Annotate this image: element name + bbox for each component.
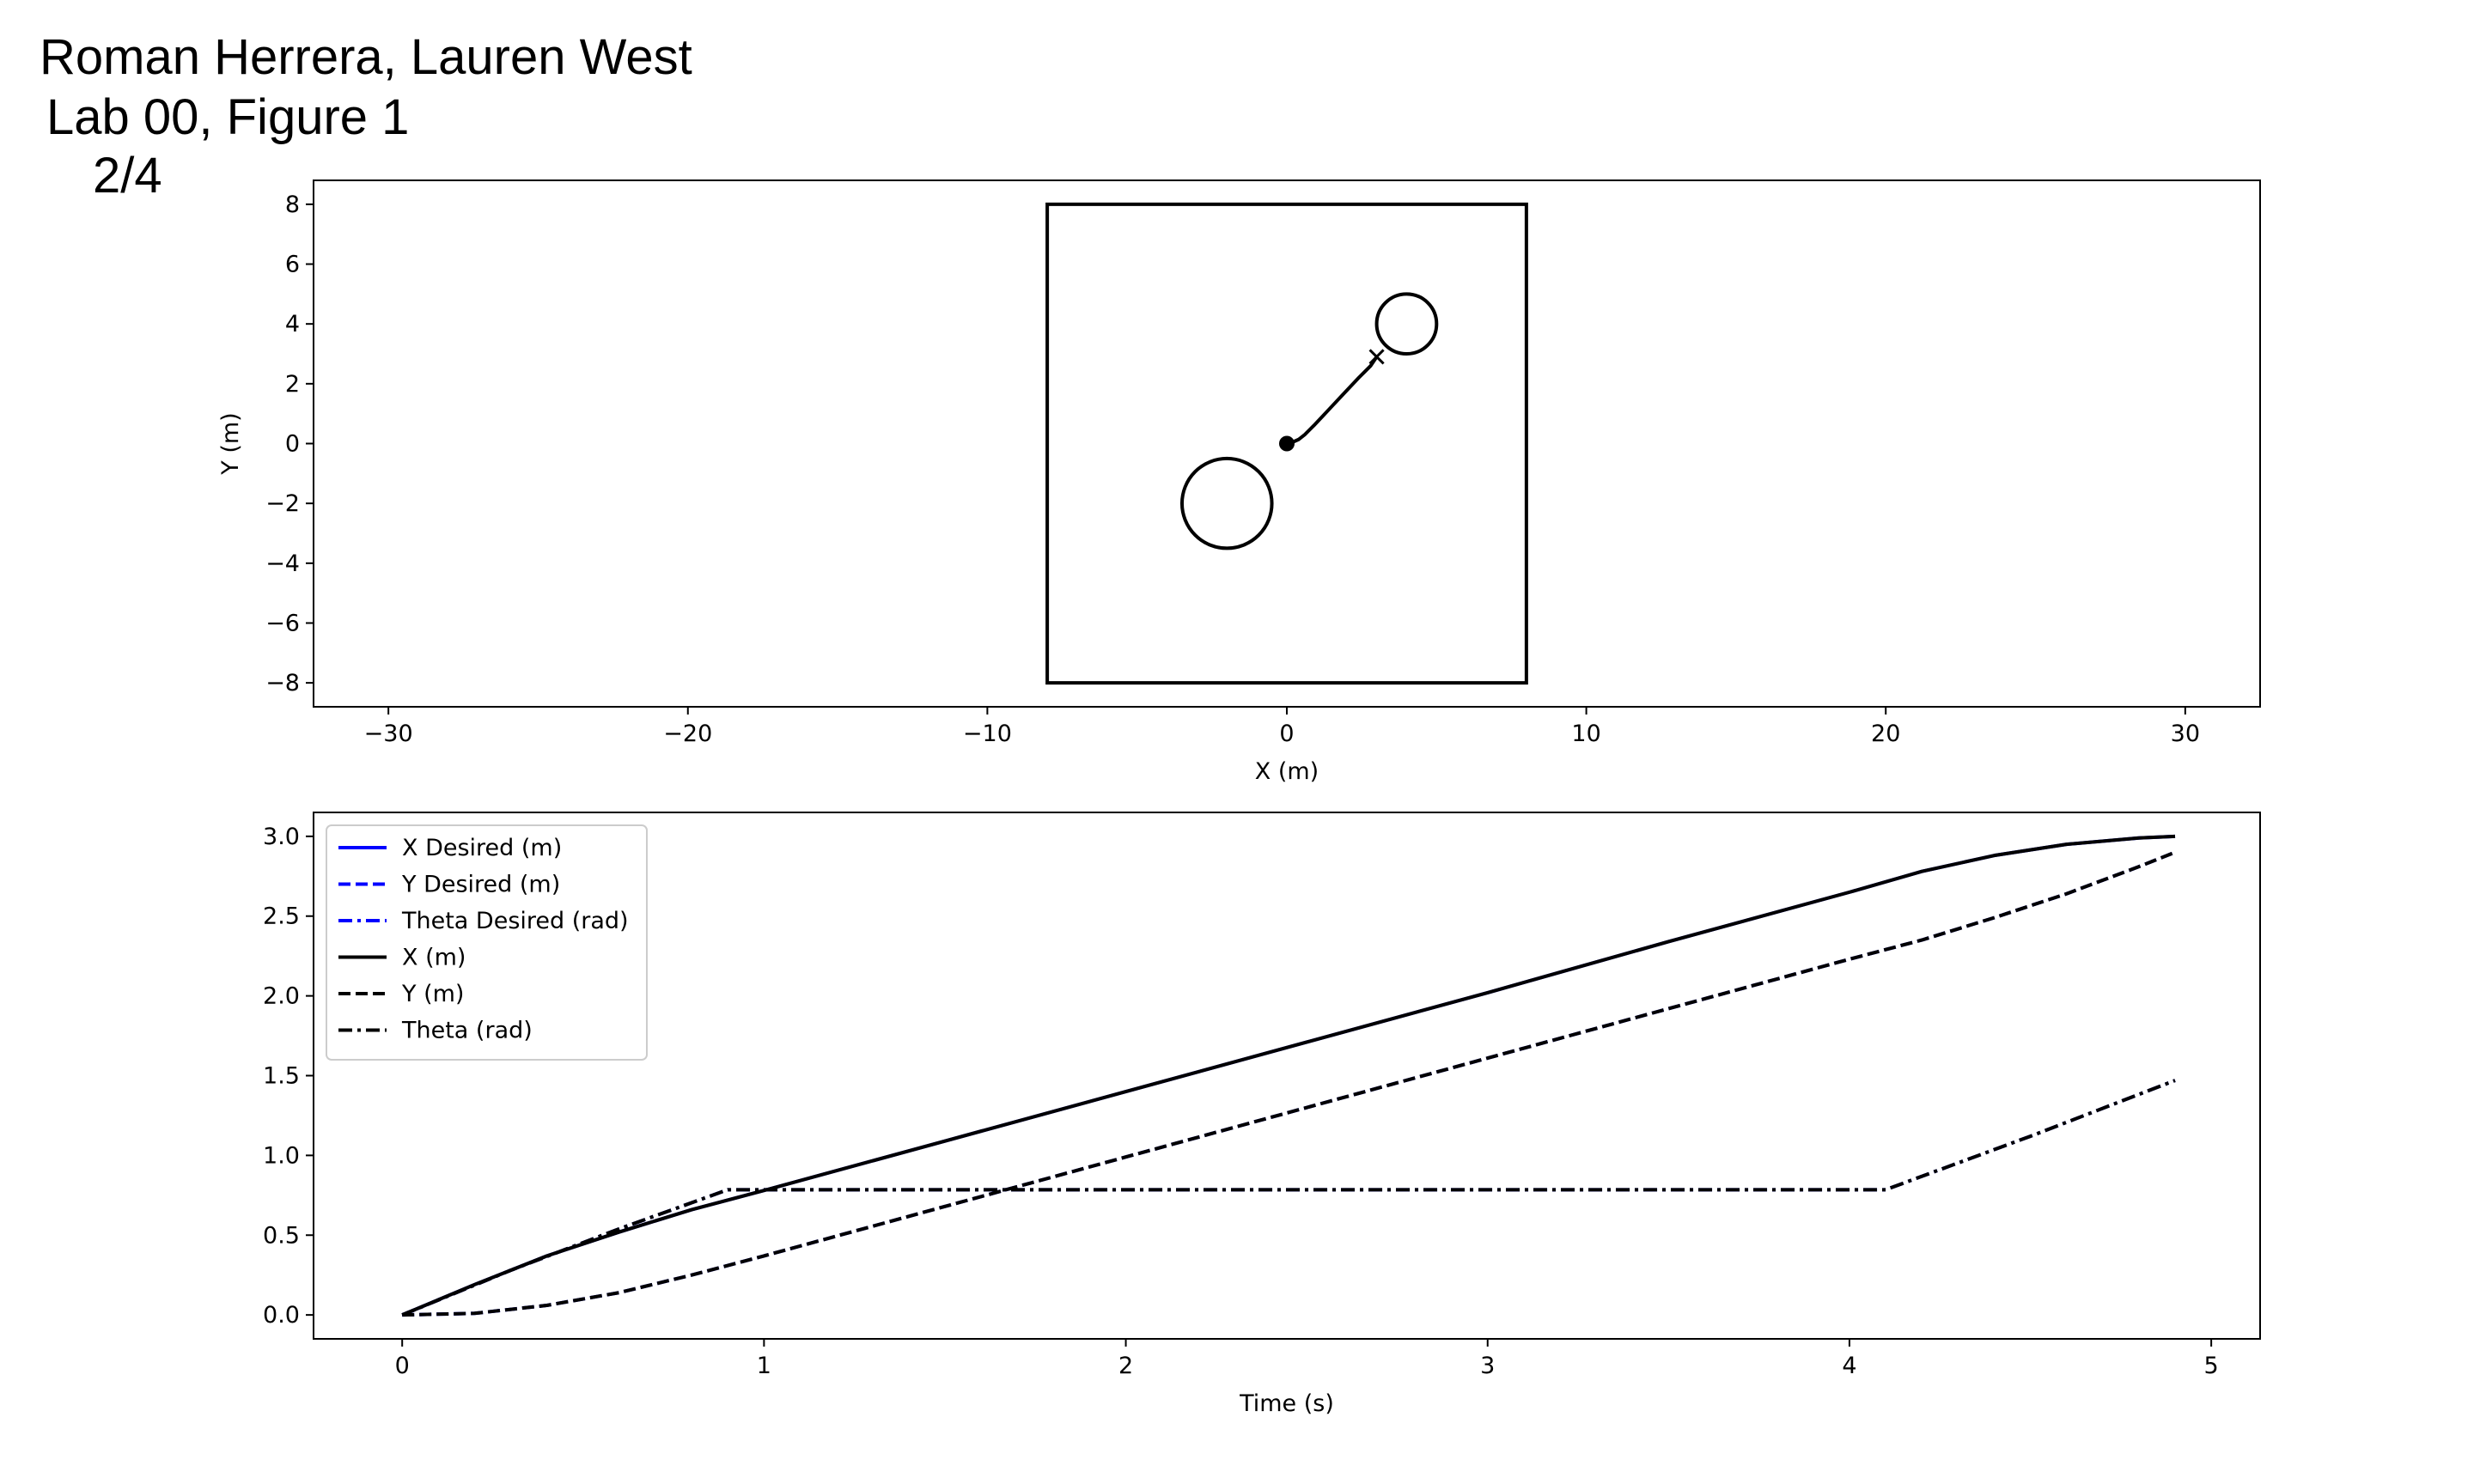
map-x-tick-label: −20 bbox=[663, 721, 712, 747]
time-y-tick-label: 0.5 bbox=[263, 1222, 300, 1249]
time-x-axis-label: Time (s) bbox=[1239, 1390, 1334, 1417]
series-line-1 bbox=[402, 850, 2176, 1317]
map-y-tick-label: 8 bbox=[285, 192, 300, 218]
time-x-tick-label: 3 bbox=[1480, 1353, 1495, 1379]
legend-box bbox=[326, 824, 648, 1061]
obstacle-circle bbox=[1374, 292, 1439, 356]
robot-trajectory bbox=[1286, 356, 1379, 446]
time-y-tick-label: 3.0 bbox=[263, 824, 300, 850]
legend-label-0: X Desired (m) bbox=[402, 835, 562, 861]
map-x-tick-label: −10 bbox=[963, 721, 1012, 747]
map-y-tick-label: −4 bbox=[265, 550, 300, 577]
figure-header-page: 2/4 bbox=[93, 148, 162, 204]
goal-marker bbox=[1368, 349, 1385, 365]
figure-header-authors: Roman Herrera, Lauren West bbox=[40, 29, 692, 85]
time-x-tick-label: 0 bbox=[395, 1353, 410, 1379]
time-x-tick-label: 5 bbox=[2204, 1353, 2219, 1379]
time-y-tick-label: 2.5 bbox=[263, 903, 300, 930]
obstacle-circle bbox=[1179, 456, 1274, 550]
map-y-axis-label: Y (m) bbox=[217, 412, 244, 475]
legend-label-1: Y Desired (m) bbox=[401, 872, 560, 898]
map-x-tick-label: −30 bbox=[364, 721, 413, 747]
map-x-tick-label: 20 bbox=[1871, 721, 1900, 747]
map-x-tick-label: 10 bbox=[1571, 721, 1600, 747]
series-line-5 bbox=[401, 1079, 2176, 1317]
series-line-4 bbox=[402, 850, 2176, 1317]
time-y-tick-label: 1.0 bbox=[263, 1142, 300, 1169]
legend-label-3: X (m) bbox=[402, 945, 466, 971]
map-y-tick-label: −8 bbox=[265, 670, 300, 696]
legend-label-5: Theta (rad) bbox=[401, 1018, 533, 1044]
series-line-3 bbox=[401, 834, 2176, 1317]
time-y-tick-label: 2.0 bbox=[263, 983, 300, 1010]
map-y-tick-label: −6 bbox=[265, 610, 300, 636]
map-y-tick-label: 0 bbox=[285, 431, 300, 458]
figure-header-lab: Lab 00, Figure 1 bbox=[46, 89, 410, 145]
time-x-tick-label: 2 bbox=[1118, 1353, 1133, 1379]
map-y-tick-label: 4 bbox=[285, 311, 300, 338]
time-x-tick-label: 1 bbox=[757, 1353, 771, 1379]
map-y-tick-label: −2 bbox=[265, 490, 300, 517]
map-y-tick-label: 6 bbox=[285, 252, 300, 278]
time-series-plot: 0 1 2 3 4 5 0.0 0.5 1.0 1.5 2.0 2.5 3.0 Time (s) X Des… bbox=[263, 812, 2261, 1417]
series-line-0 bbox=[401, 834, 2176, 1317]
start-marker bbox=[1279, 435, 1295, 452]
arena-boundary bbox=[1045, 202, 1528, 685]
legend-label-4: Y (m) bbox=[401, 981, 464, 1007]
legend-label-2: Theta Desired (rad) bbox=[401, 908, 629, 934]
time-y-tick-label: 0.0 bbox=[263, 1302, 300, 1329]
time-x-tick-label: 4 bbox=[1842, 1353, 1856, 1379]
map-y-tick-label: 2 bbox=[285, 371, 300, 398]
map-x-tick-label: 0 bbox=[1279, 721, 1294, 747]
map-x-tick-label: 30 bbox=[2171, 721, 2200, 747]
map-x-axis-label: X (m) bbox=[1255, 758, 1319, 785]
time-y-tick-label: 1.5 bbox=[263, 1063, 300, 1090]
